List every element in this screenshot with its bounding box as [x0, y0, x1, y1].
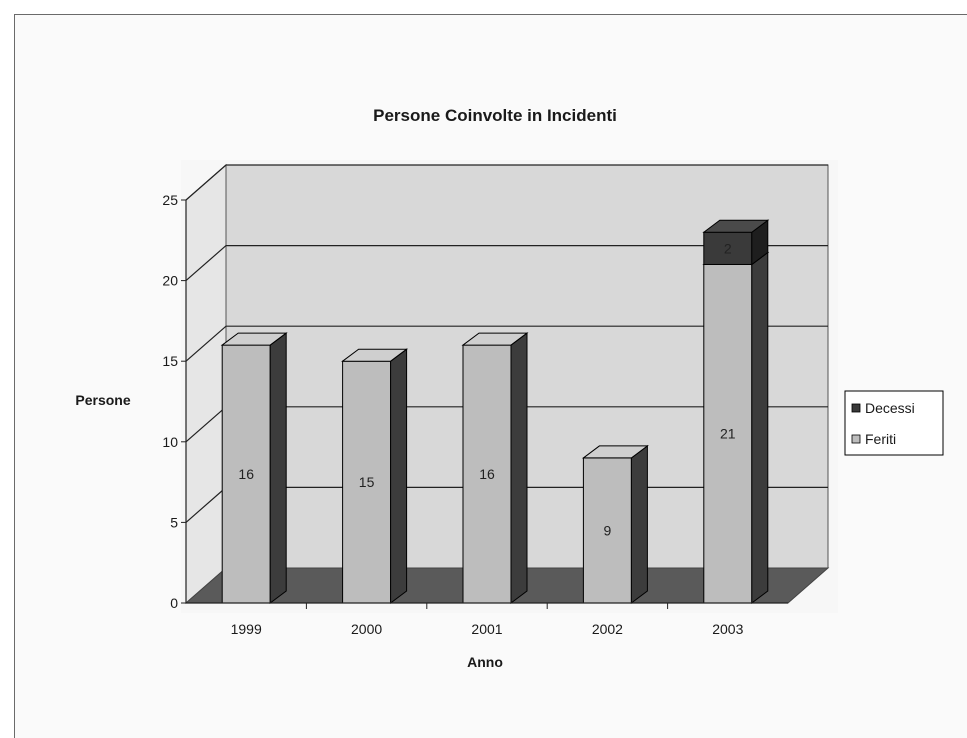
bar-front-face	[221, 344, 271, 604]
y-axis-title: Persone	[75, 392, 130, 408]
bar-front-face	[582, 457, 632, 604]
chart-title: Persone Coinvolte in Incidenti	[373, 106, 617, 125]
data-label: 16	[238, 466, 254, 482]
x-tick-label: 2000	[351, 621, 382, 637]
legend-label-feriti: Feriti	[865, 431, 896, 447]
y-tick-label: 5	[170, 514, 178, 530]
bar-top-face	[581, 445, 649, 459]
bar-side-face	[390, 348, 408, 604]
y-tick-label: 15	[162, 353, 178, 369]
bar-feriti-2003: 21	[702, 251, 770, 604]
x-axis-title: Anno	[467, 654, 503, 670]
bar-side-face	[510, 332, 528, 604]
gridline	[185, 245, 828, 282]
data-label: 21	[720, 426, 736, 442]
legend: Decessi Feriti	[844, 390, 944, 456]
bar-front-face	[703, 231, 753, 265]
bar-side-face	[269, 332, 287, 604]
bar-side-face	[751, 251, 769, 604]
bar-top-face	[461, 332, 529, 346]
x-tick-label: 1999	[231, 621, 262, 637]
bar-feriti-2001: 16	[461, 332, 529, 604]
y-tick-label: 10	[162, 434, 178, 450]
side-wall	[185, 163, 227, 605]
x-tick-label: 2001	[471, 621, 502, 637]
x-tick-label: 2003	[712, 621, 743, 637]
bar-feriti-2002: 9	[581, 444, 649, 604]
gridline	[185, 164, 828, 201]
legend-swatch-feriti	[851, 434, 861, 444]
axes: 0 5 10 15 20 25 1999 2000 2001 2002 2003	[162, 192, 788, 637]
bar-front-face	[342, 360, 392, 604]
bar-feriti-1999: 16	[220, 332, 288, 604]
y-tick-label: 25	[162, 192, 178, 208]
data-label: 2	[724, 240, 732, 256]
bar-feriti-2000: 15	[341, 348, 409, 604]
y-tick-label: 20	[162, 273, 178, 289]
y-tick-label: 0	[170, 595, 178, 611]
bar-front-face	[703, 263, 753, 604]
legend-label-decessi: Decessi	[865, 400, 915, 416]
gridline	[185, 325, 828, 362]
bars: 16 15 16 9 21 2	[220, 219, 770, 604]
x-tick-label: 2002	[592, 621, 623, 637]
legend-swatch-decessi	[851, 403, 861, 413]
bar-top-face	[220, 332, 288, 346]
bar-top-face	[702, 219, 770, 233]
bar-top-face	[341, 348, 409, 362]
data-label: 15	[359, 474, 375, 490]
bar-decessi-2003: 2	[702, 219, 770, 266]
legend-box	[844, 390, 944, 456]
bar-side-face	[630, 444, 648, 604]
data-label: 9	[604, 522, 612, 538]
data-label: 16	[479, 466, 495, 482]
